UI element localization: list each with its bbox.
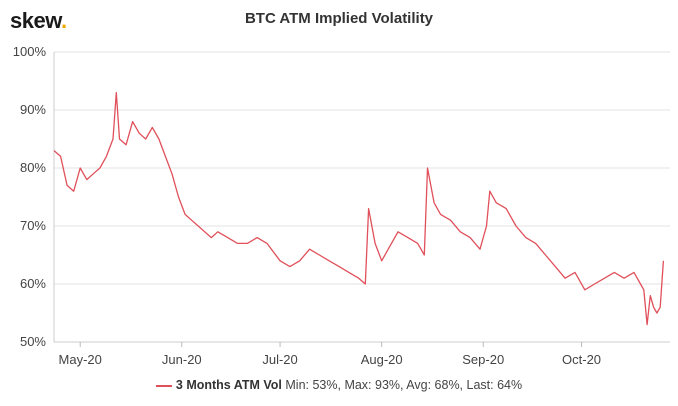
legend-series-name: 3 Months ATM Vol [175,378,282,392]
y-tick-label: 50% [20,334,46,349]
y-tick-label: 70% [20,218,46,233]
legend[interactable]: 3 Months ATM Vol Min: 53%, Max: 93%, Avg… [0,378,678,392]
y-tick-label: 100% [13,44,47,59]
legend-stats: Min: 53%, Max: 93%, Avg: 68%, Last: 64% [285,378,523,392]
series-group [53,91,665,326]
y-tick-label: 60% [20,276,46,291]
series-line [53,91,665,326]
x-tick-label: Aug-20 [361,352,403,367]
logo-text: skew [10,8,62,33]
grid-lines [53,51,670,343]
skew-logo: skew. [10,8,67,34]
x-tick-label: Oct-20 [562,352,601,367]
legend-swatch [155,384,172,387]
logo-dot: . [61,8,67,33]
x-tick-label: Jun-20 [162,352,202,367]
x-tick-label: Sep-20 [462,352,504,367]
y-tick-label: 80% [20,160,46,175]
y-tick-label: 90% [20,102,46,117]
x-tick-label: Jul-20 [262,352,297,367]
chart-title: BTC ATM Implied Volatility [244,10,434,27]
y-axis: 50% 60% 70% 80% 90% 100% [13,44,47,349]
x-tick-label: May-20 [59,352,102,367]
x-axis: May-20 Jun-20 Jul-20 Aug-20 Sep-20 Oct-20 [59,342,601,367]
